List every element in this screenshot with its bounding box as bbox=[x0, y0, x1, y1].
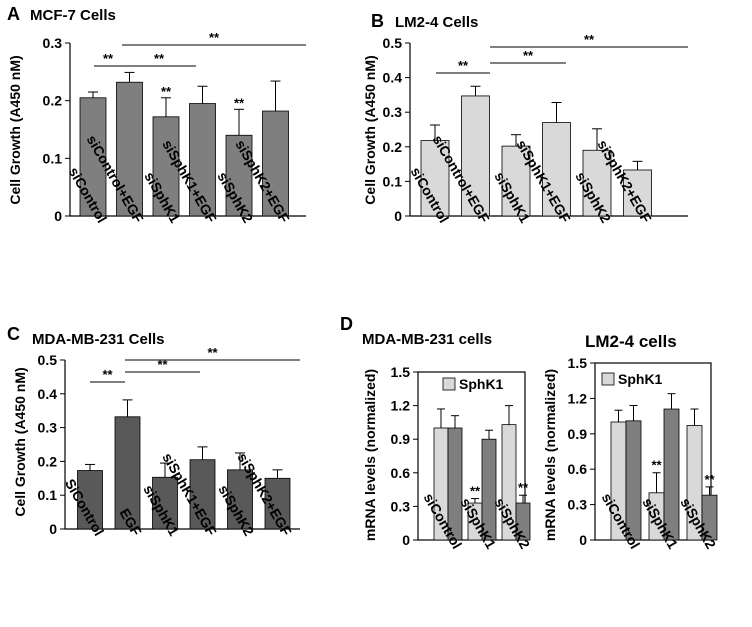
y-tick-label: 0 bbox=[394, 208, 402, 224]
y-tick-label: 0 bbox=[402, 532, 410, 548]
y-tick-label: 0.4 bbox=[38, 386, 58, 402]
y-tick-label: 0.3 bbox=[391, 498, 411, 514]
y-tick-label: 0.6 bbox=[391, 465, 411, 481]
y-tick-label: 0.4 bbox=[383, 70, 403, 86]
panel-letter: A bbox=[7, 4, 20, 24]
bar bbox=[225, 134, 253, 217]
bracket-label: ** bbox=[102, 367, 113, 382]
significance-marker: ** bbox=[518, 480, 529, 495]
y-axis-label: mRNA levels (normalized) bbox=[362, 369, 378, 541]
panel-letter: C bbox=[7, 324, 20, 344]
panel-letter: B bbox=[371, 11, 384, 31]
bar bbox=[114, 416, 141, 530]
y-tick-label: 0.6 bbox=[568, 461, 588, 477]
bar bbox=[501, 145, 531, 217]
y-tick-label: 0 bbox=[579, 532, 587, 548]
bracket-label: ** bbox=[209, 30, 220, 45]
significance-marker: ** bbox=[704, 472, 715, 487]
y-tick-label: 0.5 bbox=[38, 352, 58, 368]
panel-d-mda: D MDA-MB-231 cells mRNA levels (normalized… bbox=[340, 314, 533, 552]
y-axis-label: mRNA levels (normalized) bbox=[542, 369, 558, 541]
panel-d-lm2: LM2-4 cells mRNA levels (normalized) 0 0.3 0… bbox=[542, 332, 719, 552]
bar bbox=[116, 81, 143, 217]
y-tick-label: 0.1 bbox=[38, 487, 58, 503]
panel-a: A MCF-7 Cells Cell Growth (A450 nM) 0 0.1 0.2… bbox=[7, 4, 306, 226]
bar bbox=[461, 95, 490, 217]
y-axis-label: Cell Growth (A450 nM) bbox=[7, 55, 23, 204]
bar bbox=[542, 122, 571, 217]
panel-letter: D bbox=[340, 314, 353, 334]
panel-b: B LM2-4 Cells Cell Growth (A450 nM) 0 0.1 0.2… bbox=[362, 11, 688, 226]
significance-marker: ** bbox=[651, 458, 662, 473]
bar bbox=[264, 477, 291, 530]
y-tick-label: 1.2 bbox=[391, 398, 411, 414]
y-tick-label: 0.3 bbox=[43, 35, 63, 51]
chart-title: LM2-4 Cells bbox=[395, 14, 478, 31]
y-tick-label: 0 bbox=[54, 208, 62, 224]
y-tick-label: 1.5 bbox=[568, 355, 588, 371]
y-tick-label: 0.5 bbox=[383, 35, 403, 51]
significance-marker: ** bbox=[470, 484, 481, 499]
bar bbox=[152, 116, 180, 217]
legend-swatch bbox=[442, 377, 456, 391]
y-tick-label: 0.2 bbox=[383, 139, 403, 155]
legend-label: SphK1 bbox=[459, 376, 504, 392]
significance-marker: ** bbox=[234, 95, 245, 110]
y-tick-label: 1.5 bbox=[391, 364, 411, 380]
y-tick-label: 0.9 bbox=[391, 431, 411, 447]
bracket-label: ** bbox=[523, 48, 534, 63]
y-tick-label: 1.2 bbox=[568, 390, 588, 406]
bar bbox=[189, 459, 216, 530]
bracket-label: ** bbox=[157, 357, 168, 372]
y-tick-label: 0.3 bbox=[383, 104, 403, 120]
bar bbox=[152, 476, 178, 530]
chart-title: MDA-MB-231 Cells bbox=[32, 331, 165, 348]
y-tick-label: 0.2 bbox=[43, 93, 63, 109]
y-tick-label: 0.1 bbox=[43, 150, 63, 166]
legend-label: SphK1 bbox=[618, 371, 663, 387]
bracket-label: ** bbox=[154, 51, 165, 66]
bracket-label: ** bbox=[584, 32, 595, 47]
bar bbox=[79, 97, 107, 217]
y-tick-label: 0.3 bbox=[568, 497, 588, 513]
chart-title: LM2-4 cells bbox=[585, 332, 677, 351]
y-axis-label: Cell Growth (A450 nM) bbox=[362, 55, 378, 204]
chart-title: MCF-7 Cells bbox=[30, 7, 116, 24]
bracket-label: ** bbox=[207, 345, 218, 360]
bar bbox=[582, 149, 612, 217]
significance-marker: ** bbox=[161, 84, 172, 99]
panel-c: C MDA-MB-231 Cells Cell Growth (A450 nM) 0 0… bbox=[7, 324, 300, 539]
y-tick-label: 0.3 bbox=[38, 420, 58, 436]
y-tick-label: 0 bbox=[49, 521, 57, 537]
bracket-label: ** bbox=[458, 58, 469, 73]
bracket-label: ** bbox=[103, 51, 114, 66]
legend-swatch bbox=[601, 372, 615, 386]
y-tick-label: 0.2 bbox=[38, 453, 58, 469]
y-tick-label: 0.9 bbox=[568, 426, 588, 442]
chart-title: MDA-MB-231 cells bbox=[362, 331, 492, 348]
y-axis-label: Cell Growth (A450 nM) bbox=[12, 367, 28, 516]
bar bbox=[262, 110, 289, 217]
bar bbox=[227, 469, 253, 530]
y-tick-label: 0.1 bbox=[383, 173, 403, 189]
bar bbox=[77, 470, 103, 530]
